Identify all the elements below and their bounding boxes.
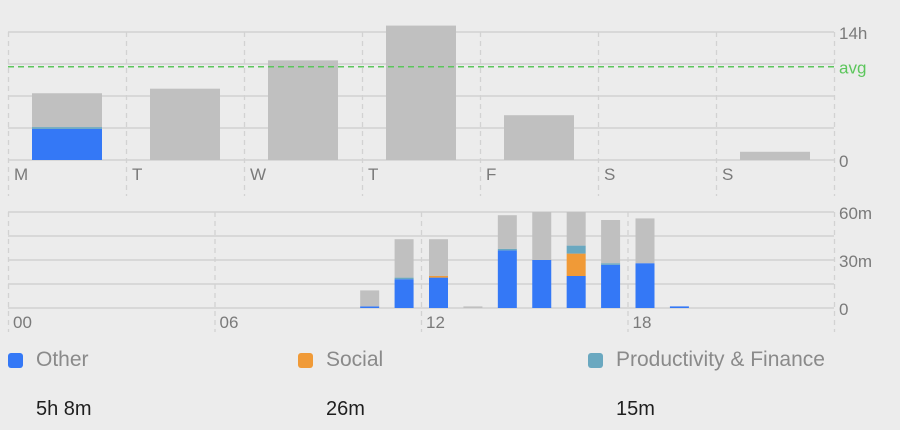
- weekly-bar-0-productivity: [32, 127, 102, 129]
- social-total: 26m: [326, 398, 365, 420]
- hourly-bar-11-productivity: [394, 277, 414, 280]
- weekly-bar-2-rest: [268, 60, 338, 160]
- hourly-bar-14-rest: [497, 215, 517, 249]
- weekly-bar-0-rest: [32, 93, 102, 128]
- hourly-bar-17-other: [601, 264, 621, 308]
- hourly-bar-10-other: [360, 306, 380, 308]
- weekly-bar-4-rest: [504, 115, 574, 160]
- legend-item-social: Social 26m: [298, 346, 383, 421]
- hourly-bar-19-other: [669, 306, 689, 308]
- weekly-day-label-1: T: [132, 165, 142, 184]
- weekly-day-label-2: W: [250, 165, 266, 184]
- hourly-bar-11-rest: [394, 239, 414, 278]
- legend-label-productivity: Productivity & Finance: [616, 348, 825, 371]
- weekly-day-label-3: T: [368, 165, 378, 184]
- hourly-y-tick-0: 60m: [839, 204, 872, 223]
- hourly-bar-17-productivity: [601, 263, 621, 265]
- weekly-bar-3-rest: [386, 25, 456, 160]
- legend-item-productivity: Productivity & Finance 15m: [588, 346, 825, 421]
- hourly-x-tick-1: 06: [220, 313, 239, 332]
- productivity-swatch: [588, 352, 603, 368]
- hourly-bar-11-other: [394, 279, 414, 308]
- hourly-bar-18-other: [635, 263, 655, 308]
- hourly-bar-13-rest: [463, 306, 483, 308]
- weekly-y-tick-0: 14h: [839, 24, 867, 43]
- hourly-bar-18-rest: [635, 218, 655, 264]
- hourly-bar-15-rest: [532, 212, 552, 260]
- weekly-y-tick-1: avg: [839, 59, 866, 78]
- hourly-bar-15-other: [532, 260, 552, 308]
- weekly-day-label-0: M: [14, 165, 28, 184]
- social-swatch: [298, 352, 313, 368]
- legend-item-other: Other 5h 8m: [8, 346, 92, 421]
- hourly-bar-12-social: [429, 276, 448, 278]
- hourly-bar-16-social: [566, 253, 586, 276]
- weekly-day-label-5: S: [604, 165, 615, 184]
- hourly-bar-16-rest: [566, 212, 586, 246]
- weekly-day-label-4: F: [486, 165, 496, 184]
- hourly-bar-12-rest: [429, 239, 448, 276]
- legend-label-other: Other: [36, 348, 89, 371]
- weekly-bar-6-rest: [740, 151, 810, 160]
- weekly-bar-1-rest: [150, 88, 220, 160]
- legend: Other 5h 8m Social 26m Productivity & Fi…: [0, 346, 900, 430]
- weekly-bar-0-other: [32, 128, 102, 160]
- hourly-bar-16-productivity: [566, 245, 586, 254]
- hourly-x-tick-2: 12: [426, 313, 445, 332]
- productivity-total: 15m: [616, 398, 655, 420]
- other-total: 5h 8m: [36, 398, 92, 420]
- hourly-x-tick-3: 18: [633, 313, 652, 332]
- hourly-y-tick-1: 30m: [839, 252, 872, 271]
- hourly-bar-14-productivity: [497, 248, 517, 251]
- hourly-y-tick-2: 0: [839, 300, 848, 319]
- weekly-y-tick-2: 0: [839, 152, 848, 171]
- hourly-bar-17-rest: [601, 220, 621, 264]
- hourly-bar-16-other: [566, 276, 586, 308]
- other-swatch: [8, 352, 23, 368]
- weekly-day-label-6: S: [722, 165, 733, 184]
- hourly-x-tick-0: 00: [13, 313, 32, 332]
- hourly-bar-12-other: [429, 277, 448, 308]
- legend-label-social: Social: [326, 348, 384, 371]
- hourly-bar-14-other: [497, 250, 517, 308]
- hourly-bar-10-rest: [360, 290, 380, 307]
